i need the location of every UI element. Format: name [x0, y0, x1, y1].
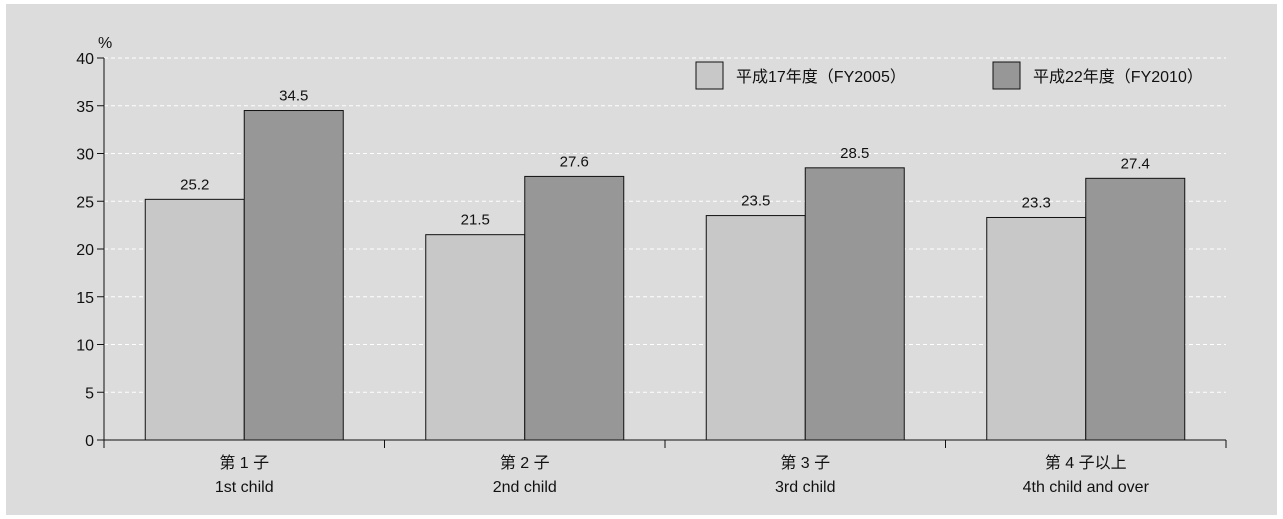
- labels: 0 5 10 15 20 25 30 35 40% 25.2 34.5 第 1 子 1st child 2…: [76, 35, 1150, 496]
- data-label: 25.2: [180, 176, 209, 193]
- category-label: 第 2 子: [500, 454, 550, 472]
- category-label-en: 2nd child: [493, 479, 557, 496]
- category-label: 第 4 子以上: [1045, 454, 1127, 472]
- y-tick-label: 10: [76, 338, 94, 355]
- category-label: 第 1 子: [219, 454, 269, 472]
- y-tick-label: 35: [76, 99, 94, 116]
- bar: [705, 215, 806, 441]
- legend-label: 平成22年度（FY2010）: [1033, 68, 1203, 86]
- data-label: 21.5: [461, 212, 490, 229]
- data-label: 27.4: [1121, 155, 1150, 172]
- bar: [804, 167, 905, 441]
- category-label-en: 3rd child: [775, 479, 835, 496]
- legend: 平成17年度（FY2005） 平成22年度（FY2010）: [695, 61, 1203, 90]
- y-tick-label: 15: [76, 290, 94, 307]
- category-label-en: 1st child: [215, 479, 274, 496]
- legend-swatch: [695, 61, 724, 90]
- y-axis-unit: %: [98, 35, 112, 52]
- bar: [1085, 177, 1186, 441]
- bar: [524, 175, 625, 441]
- legend-label: 平成17年度（FY2005）: [736, 68, 906, 86]
- y-tick-label: 30: [76, 147, 94, 164]
- data-label: 28.5: [840, 145, 869, 162]
- data-label: 27.6: [560, 153, 589, 170]
- data-label: 23.3: [1022, 194, 1051, 211]
- category-label-en: 4th child and over: [1023, 479, 1150, 496]
- data-label: 34.5: [279, 88, 308, 105]
- y-tick-label: 40: [76, 51, 94, 68]
- y-tick-label: 25: [76, 194, 94, 211]
- y-tick-label: 20: [76, 242, 94, 259]
- data-label: 23.5: [741, 193, 770, 210]
- axes: [97, 57, 1227, 448]
- chart-area: 0 5 10 15 20 25 30 35 40% 25.2 34.5 第 1 子 1st child 2…: [6, 4, 1277, 515]
- category-label: 第 3 子: [780, 454, 830, 472]
- y-tick-label: 5: [85, 385, 94, 402]
- legend-swatch: [992, 61, 1021, 90]
- bar: [425, 234, 526, 441]
- bar: [243, 110, 344, 441]
- bar: [144, 198, 245, 441]
- bar-chart: 0 5 10 15 20 25 30 35 40% 25.2 34.5 第 1 子 1st child 2…: [76, 35, 1227, 496]
- bars: [144, 110, 1186, 441]
- bar: [986, 216, 1087, 441]
- y-tick-label: 0: [85, 433, 94, 450]
